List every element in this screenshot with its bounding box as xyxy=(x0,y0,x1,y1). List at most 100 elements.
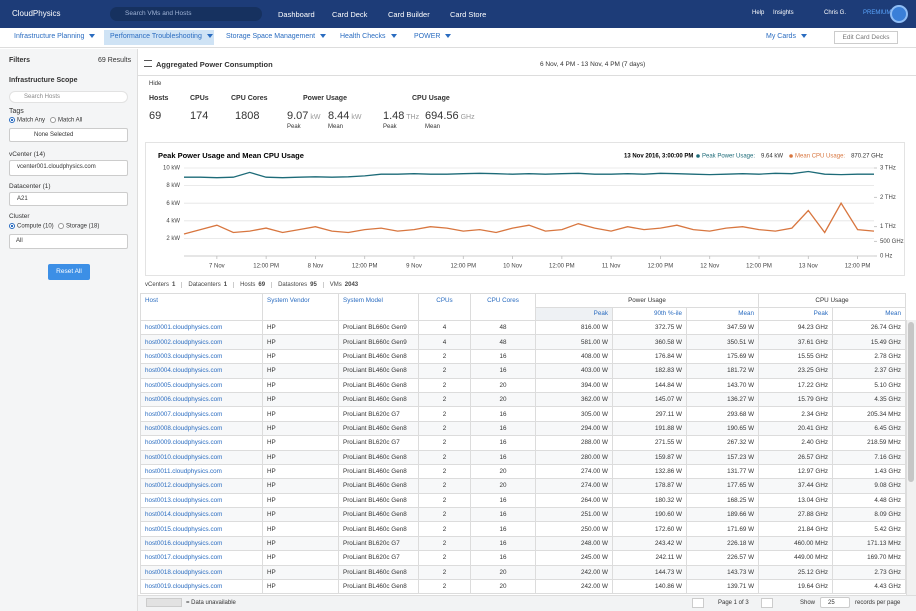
table-cell: 15.79 GHz xyxy=(758,391,834,408)
table-cell: 205.34 MHz xyxy=(832,406,906,422)
host-link[interactable]: host0008.cloudphysics.com xyxy=(140,420,263,437)
table-cell: 6.45 GHz xyxy=(832,420,906,437)
logo-icon[interactable] xyxy=(890,5,908,23)
host-link[interactable]: host0003.cloudphysics.com xyxy=(140,348,263,365)
nav-link[interactable]: Dashboard xyxy=(278,10,315,19)
table-cell: 816.00 W xyxy=(535,319,613,336)
summary-label: Hosts xyxy=(240,282,256,288)
table-cell: HP xyxy=(262,435,339,451)
user-menu[interactable]: Chris G. xyxy=(824,10,847,16)
column-header[interactable]: Host xyxy=(140,293,263,321)
host-link[interactable]: host0018.cloudphysics.com xyxy=(140,564,263,581)
table-cell: 157.23 W xyxy=(685,449,760,465)
sub-nav-item[interactable]: Performance Troubleshooting xyxy=(110,33,213,40)
table-cell: 169.70 MHz xyxy=(832,550,906,566)
compute-radio[interactable]: Compute (10) xyxy=(9,223,54,230)
sub-nav xyxy=(0,28,916,48)
host-link[interactable]: host0013.cloudphysics.com xyxy=(140,492,263,509)
host-link[interactable]: host0005.cloudphysics.com xyxy=(140,377,263,393)
hide-toggle[interactable]: Hide xyxy=(149,81,162,87)
table-head: Host System Vendor System Model CPUs CPU Cor… xyxy=(140,293,906,321)
nav-link[interactable]: Card Store xyxy=(450,10,487,19)
table-cell: 144.84 W xyxy=(612,377,687,393)
nav-link[interactable]: Card Builder xyxy=(388,10,430,19)
table-cell: ProLiant BL460c Gen8 xyxy=(338,579,419,595)
table-cell: HP xyxy=(262,334,339,350)
edit-card-decks[interactable]: Edit Card Decks xyxy=(834,31,898,44)
host-link[interactable]: host0010.cloudphysics.com xyxy=(140,449,263,465)
sub-header[interactable]: Peak xyxy=(758,306,834,321)
x-tick-label: 9 Nov xyxy=(406,264,422,270)
table-cell: 172.60 W xyxy=(612,521,687,537)
sub-nav-item[interactable]: Infrastructure Planning xyxy=(14,33,96,40)
host-link[interactable]: host0012.cloudphysics.com xyxy=(140,478,263,494)
summary-value: 69 xyxy=(258,282,266,288)
table-row: host0017.cloudphysics.com HP ProLiant BL62… xyxy=(140,550,906,566)
storage-radio[interactable]: Storage (18) xyxy=(58,223,99,230)
host-link[interactable]: host0015.cloudphysics.com xyxy=(140,521,263,537)
table-row: host0014.cloudphysics.com HP ProLiant BL46… xyxy=(140,507,906,523)
vcenter-select[interactable] xyxy=(9,160,128,176)
column-header[interactable]: System Vendor xyxy=(262,293,339,321)
prev-page[interactable] xyxy=(692,598,704,608)
sub-header[interactable]: Mean xyxy=(685,306,760,321)
header-row: Peak 90th %-ile Mean Peak Mean xyxy=(141,306,906,321)
reset-button[interactable]: Reset All xyxy=(48,264,90,280)
table-cell: 2 xyxy=(418,550,471,566)
scroll-thumb[interactable] xyxy=(908,322,914,482)
tag-select-value: None Selected xyxy=(34,132,74,138)
table-cell: 20 xyxy=(470,377,536,393)
cluster-value: All xyxy=(16,238,23,244)
datacenter-select[interactable] xyxy=(9,192,128,206)
page-indicator: Page 1 of 3 xyxy=(718,600,749,606)
host-link[interactable]: host0006.cloudphysics.com xyxy=(140,391,263,408)
table-row: host0002.cloudphysics.com HP ProLiant BL66… xyxy=(140,334,906,350)
summary-label: Datacenters xyxy=(188,282,221,288)
table-cell: HP xyxy=(262,391,339,408)
next-page[interactable] xyxy=(761,598,773,608)
sub-nav-item[interactable]: Health Checks xyxy=(340,33,397,40)
my-cards[interactable]: My Cards xyxy=(766,33,807,40)
sub-nav-item[interactable]: Storage Space Management xyxy=(226,33,327,40)
sub-header[interactable]: Peak xyxy=(535,306,613,321)
help-link[interactable]: Help xyxy=(752,10,765,16)
host-link[interactable]: host0019.cloudphysics.com xyxy=(140,579,263,595)
host-search[interactable] xyxy=(9,91,128,103)
column-header[interactable]: CPU Cores xyxy=(470,293,536,321)
host-link[interactable]: host0001.cloudphysics.com xyxy=(140,319,263,336)
table-cell: 177.65 W xyxy=(685,478,760,494)
table-cell: 267.32 W xyxy=(685,435,760,451)
stat-value: 8.44 kW xyxy=(328,110,362,122)
sub-header[interactable]: Mean xyxy=(832,306,906,321)
column-header[interactable]: System Model xyxy=(338,293,419,321)
match-all[interactable]: Match All xyxy=(50,117,82,124)
menu-icon[interactable] xyxy=(144,60,152,67)
match-any[interactable]: Match Any xyxy=(9,117,45,124)
search-box[interactable] xyxy=(110,7,262,21)
legend-value: 9.64 kW xyxy=(761,154,783,160)
host-link[interactable]: host0009.cloudphysics.com xyxy=(140,435,263,451)
host-link[interactable]: host0016.cloudphysics.com xyxy=(140,535,263,552)
host-link[interactable]: host0011.cloudphysics.com xyxy=(140,463,263,480)
sub-header[interactable]: 90th %-ile xyxy=(612,306,687,321)
host-link[interactable]: host0014.cloudphysics.com xyxy=(140,507,263,523)
host-link[interactable]: host0007.cloudphysics.com xyxy=(140,406,263,422)
sub-nav-item[interactable]: POWER xyxy=(414,33,452,40)
table-row: host0003.cloudphysics.com HP ProLiant BL46… xyxy=(140,348,906,365)
insights-link[interactable]: Insights xyxy=(773,10,794,16)
column-header[interactable]: CPUs xyxy=(418,293,471,321)
nav-link[interactable]: Card Deck xyxy=(332,10,368,19)
host-link[interactable]: host0004.cloudphysics.com xyxy=(140,363,263,379)
table-cell: 168.25 W xyxy=(685,492,760,509)
per-page-select[interactable] xyxy=(820,597,850,608)
premium-badge[interactable]: PREMIUM xyxy=(863,10,892,16)
brand[interactable]: CloudPhysics xyxy=(12,9,61,18)
host-link[interactable]: host0002.cloudphysics.com xyxy=(140,334,263,350)
series-line xyxy=(184,170,874,179)
table-cell: ProLiant BL460c Gen8 xyxy=(338,492,419,509)
tag-select[interactable] xyxy=(9,128,128,142)
group-header: Power Usage xyxy=(534,293,760,308)
cluster-select[interactable] xyxy=(9,234,128,249)
host-link[interactable]: host0017.cloudphysics.com xyxy=(140,550,263,566)
summary-item: Datacenters 1 xyxy=(181,282,228,288)
